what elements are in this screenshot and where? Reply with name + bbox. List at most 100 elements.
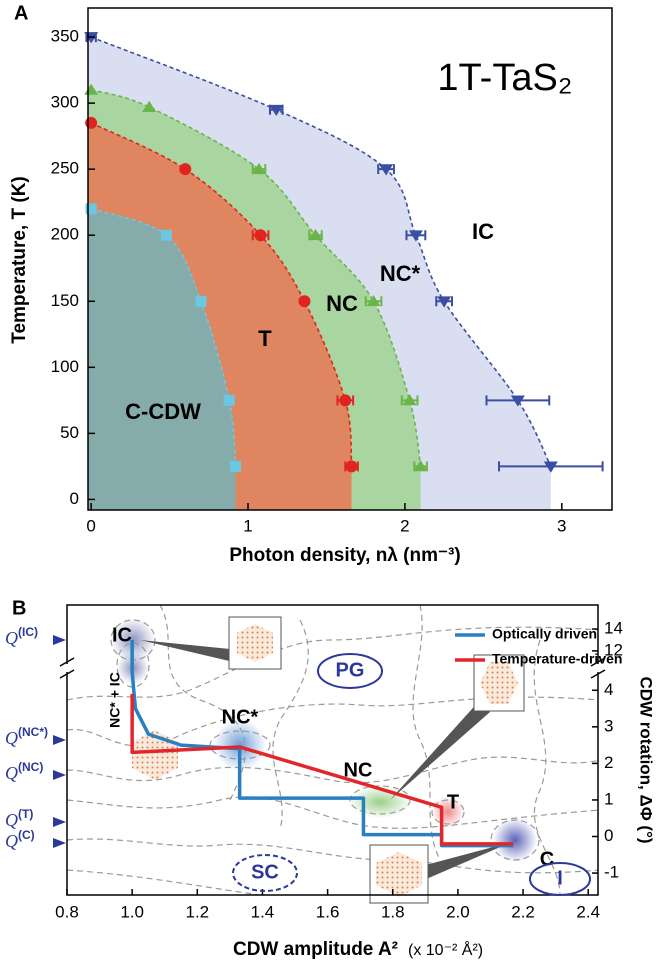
axis-break	[590, 657, 606, 679]
marker	[85, 116, 98, 129]
marker	[543, 461, 558, 473]
marker	[339, 394, 352, 407]
x-axis-label: Photon density, nλ (nm⁻³)	[229, 545, 460, 566]
plot-frame	[66, 604, 599, 896]
state-annotation: NC	[344, 759, 373, 781]
x-tick-label: 0.8	[55, 902, 79, 921]
marker	[179, 163, 192, 176]
y-tick-label: 50	[60, 423, 79, 442]
state-annotation: PG	[336, 659, 365, 681]
region-label: C-CDW	[125, 399, 201, 424]
state-superscript: (T)	[18, 807, 33, 821]
y2-tick-label: 2	[604, 753, 613, 772]
state-symbol: Q	[5, 728, 18, 748]
y-axis-label: Temperature, T (K)	[9, 176, 30, 344]
x-tick-label: 2.2	[511, 902, 535, 921]
y-tick-label: 100	[51, 357, 79, 376]
state-arrow	[53, 635, 66, 645]
series-line	[130, 693, 514, 846]
legend-label: Optically driven	[492, 626, 597, 642]
region-label: IC	[472, 219, 494, 244]
state-label: Q(NC*)	[5, 725, 48, 748]
state-label: Q(IC)	[5, 625, 38, 648]
x-tick-label: 1.8	[381, 902, 405, 921]
y2-tick-label: -1	[604, 863, 619, 882]
marker	[223, 394, 235, 406]
marker	[413, 460, 428, 472]
phase-boundary	[90, 36, 552, 467]
state-annotation: IC	[112, 624, 132, 646]
state-arrow	[53, 817, 66, 827]
x-tick-label: 1.2	[185, 902, 209, 921]
y2-tick-label: 0	[604, 826, 613, 845]
x-tick-label: 2.0	[446, 902, 470, 921]
x-tick-label: 1.6	[316, 902, 340, 921]
marker	[366, 294, 381, 307]
state-label: Q(NC)	[5, 760, 43, 783]
x-tick-label: 2	[400, 516, 409, 535]
state-symbol: Q	[5, 763, 18, 783]
state-arrow	[53, 735, 66, 745]
region-label: T	[258, 326, 272, 351]
state-symbol: Q	[5, 810, 18, 830]
y-tick-label: 250	[51, 159, 79, 178]
x-tick-label: 0	[86, 516, 95, 535]
state-superscript: (C)	[18, 828, 35, 842]
phase-region	[88, 208, 236, 510]
x-tick-label: 1.0	[120, 902, 144, 921]
panel-label: B	[12, 597, 26, 619]
state-outline	[529, 862, 591, 896]
state-superscript: (IC)	[18, 625, 38, 639]
panel-label: A	[14, 2, 28, 24]
state-annotation: I	[557, 867, 563, 889]
marker	[408, 230, 423, 242]
state-superscript: (NC)	[18, 760, 43, 774]
state-arrow	[53, 770, 66, 780]
x-tick-label: 1	[243, 516, 252, 535]
marker	[195, 295, 207, 307]
y-tick-label: 350	[51, 27, 79, 46]
y2-tick-label: 1	[604, 789, 613, 808]
x-axis-label: CDW amplitude A²	[233, 939, 398, 960]
chart-title: 1T-TaS₂	[437, 57, 572, 99]
x-axis-unit: (x 10⁻² Å²)	[408, 940, 483, 959]
y-tick-label: 300	[51, 93, 79, 112]
state-arrow	[53, 838, 66, 848]
y-tick-label: 150	[51, 291, 79, 310]
marker	[85, 203, 97, 215]
x-tick-label: 2.4	[576, 902, 600, 921]
insets	[132, 616, 525, 904]
state-label: Q(C)	[5, 828, 35, 851]
marker	[379, 164, 394, 176]
y2-tick-label: 14	[604, 619, 623, 638]
marker	[252, 162, 267, 175]
marker	[437, 296, 452, 308]
marker	[402, 394, 417, 406]
y-tick-label: 0	[70, 489, 79, 508]
state-symbol: Q	[5, 628, 18, 648]
marker	[160, 229, 172, 241]
marker	[345, 460, 358, 473]
region-label: NC	[326, 291, 358, 316]
plot-area	[88, 36, 552, 510]
marker	[510, 395, 525, 407]
state-label: Q(T)	[5, 807, 33, 830]
y-tick-label: 200	[51, 225, 79, 244]
marker	[254, 229, 267, 242]
x-tick-label: 3	[557, 516, 566, 535]
y2-axis-label: CDW rotation, ΔΦ (°)	[637, 676, 656, 843]
state-symbol: Q	[5, 831, 18, 851]
plot-frame	[87, 7, 613, 511]
marker	[308, 228, 323, 241]
marker	[229, 460, 241, 472]
state-outline	[317, 653, 383, 689]
state-superscript: (NC*)	[18, 725, 48, 739]
marker	[269, 104, 284, 117]
state-outline	[232, 854, 298, 892]
axis-break	[59, 657, 75, 679]
state-annotation: NC*	[222, 706, 259, 728]
y2-tick-label: 3	[604, 716, 613, 735]
state-annotation: SC	[251, 861, 279, 883]
marker	[142, 100, 157, 112]
